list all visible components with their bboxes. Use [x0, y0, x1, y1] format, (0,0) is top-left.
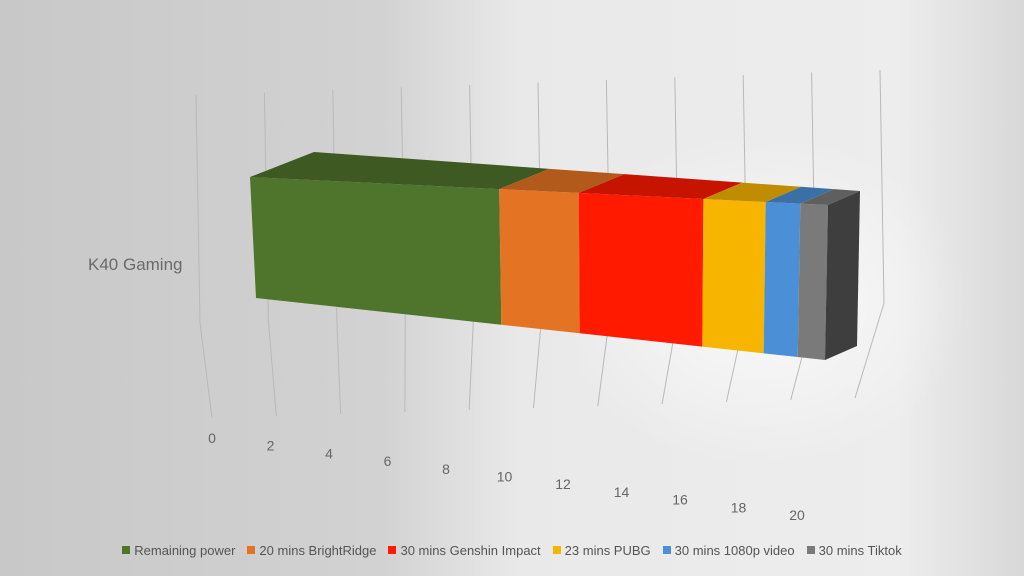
x-tick-label: 4	[325, 445, 333, 461]
legend-item: 30 mins 1080p video	[662, 542, 795, 558]
legend-item: Remaining power	[122, 543, 235, 558]
legend-label: 23 mins PUBG	[564, 542, 651, 558]
bar-segment-front	[763, 201, 801, 358]
x-tick-label: 6	[384, 453, 392, 469]
legend-swatch	[662, 546, 671, 554]
bar-segment-4	[702, 182, 802, 354]
bar-segment-front	[250, 177, 502, 325]
bar-segment-top	[703, 182, 802, 202]
legend-item: 23 mins PUBG	[552, 542, 651, 558]
bar-segment-front	[797, 203, 828, 360]
legend-swatch	[552, 546, 561, 554]
bar-segment-top	[499, 168, 625, 193]
legend-swatch	[388, 546, 397, 554]
legend-label: 30 mins Tiktok	[818, 542, 902, 558]
legend-label: 30 mins 1080p video	[674, 542, 795, 558]
bar-segment-top	[765, 186, 834, 204]
grid-line-floor	[336, 318, 342, 415]
category-label: K40 Gaming	[88, 255, 183, 274]
legend-item: 30 mins Genshin Impact	[388, 542, 541, 558]
bar-segment-top	[578, 174, 743, 199]
x-tick-label: 12	[555, 476, 571, 492]
bar-segment-5	[763, 186, 834, 358]
x-tick-label: 20	[789, 507, 805, 523]
legend-label: Remaining power	[134, 542, 236, 558]
grid-line-floor	[267, 320, 277, 417]
legend-item: 30 mins Tiktok	[806, 542, 902, 558]
legend-swatch	[122, 546, 131, 554]
legend-swatch	[247, 546, 256, 554]
grid-line-floor	[468, 314, 475, 411]
category-labels: K40 Gaming	[88, 255, 183, 274]
legend-label: 30 mins Genshin Impact	[400, 542, 541, 558]
legend-item: 20 mins BrightRidge	[247, 543, 376, 558]
x-tick-label: 18	[731, 499, 747, 515]
bar-segment-2	[499, 168, 625, 334]
grid-line-wall	[195, 94, 201, 324]
x-tick-label: 0	[208, 430, 216, 446]
x-tick-label: 8	[442, 461, 450, 477]
bar-end-face	[825, 191, 860, 360]
bar-segment-6	[797, 189, 860, 360]
grid-line-floor	[854, 302, 885, 399]
x-tick-label: 2	[267, 438, 275, 454]
x-tick-label: 14	[614, 484, 630, 500]
bar-segment-top	[250, 152, 550, 190]
legend-swatch	[806, 546, 815, 554]
x-tick-label: 16	[672, 492, 688, 508]
legend-label: 20 mins BrightRidge	[259, 542, 377, 558]
bar-segment-top	[800, 189, 860, 205]
x-tick-labels: 0 2 4 6 8 10 12 14 16 18 20	[208, 430, 805, 523]
bar-segment-1	[250, 152, 550, 325]
bar-segment-3	[578, 174, 743, 347]
stacked-bar	[250, 152, 860, 360]
grid-line-wall	[879, 69, 885, 304]
legend: Remaining power 20 mins BrightRidge 30 min…	[0, 538, 1024, 562]
bar-segment-front	[578, 192, 704, 347]
bar-segment-front	[702, 198, 766, 354]
grid-line-floor	[199, 322, 213, 419]
x-tick-label: 10	[497, 469, 513, 485]
bar-segment-front	[499, 189, 580, 334]
